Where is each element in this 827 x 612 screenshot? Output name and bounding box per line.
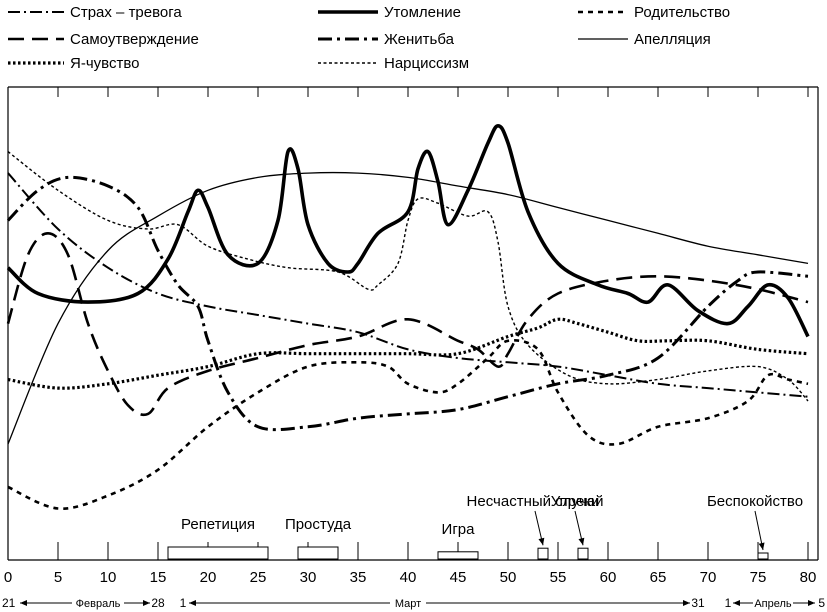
event-label: Игра [442, 521, 476, 538]
legend-item-родительство: Родительство [578, 4, 730, 21]
date-arrow-head-left [189, 600, 196, 606]
x-axis: 0 5 10 15 20 25 30 35 40 45 50 55 60 65 70 75 80 [4, 569, 817, 586]
x-tick-label: 25 [250, 569, 267, 586]
date-arrow-apr-right [793, 600, 815, 606]
x-tick-label: 80 [800, 569, 817, 586]
date-label: Апрель [754, 598, 792, 610]
legend-item-женитьба: Женитьба [318, 31, 455, 48]
event-беспокойство: Беспокойство [707, 493, 803, 560]
x-tick-label: 30 [300, 569, 317, 586]
date-arrow-feb-right [124, 600, 150, 606]
series-line-нарциссизм [7, 151, 809, 402]
event-box [167, 546, 269, 560]
event-box [757, 552, 769, 560]
legend-label: Женитьба [384, 31, 455, 48]
legend-item-страх-тревога: Страх – тревога [8, 4, 182, 21]
event-репетиция: Репетиция [167, 516, 269, 560]
date-label: 21 [2, 596, 16, 610]
event-arrow-head [578, 537, 585, 546]
event-label: Упреки [551, 493, 600, 510]
x-tick-label: 0 [4, 569, 12, 586]
legend-label: Самоутверждение [70, 31, 199, 48]
legend-label: Страх – тревога [70, 4, 182, 21]
series-line-страх-тревога [7, 172, 809, 398]
date-label: 1 [180, 596, 187, 610]
legend-label: Утомление [384, 4, 461, 21]
date-label: Март [395, 598, 421, 610]
date-arrow-mar-right [426, 600, 690, 606]
event-игра: Игра [437, 521, 479, 560]
date-arrow-head-left [733, 600, 740, 606]
series-line-родительство [7, 339, 809, 510]
series-line-я-чувство [7, 317, 809, 390]
x-tick-label: 15 [150, 569, 167, 586]
date-arrow-head-left [20, 600, 27, 606]
legend-item-утомление: Утомление [318, 4, 461, 21]
event-arrow-head [538, 537, 545, 546]
x-tick-label: 40 [400, 569, 417, 586]
legend-label: Родительство [634, 4, 730, 21]
date-arrow-apr-left [733, 600, 753, 606]
plot-area [6, 86, 819, 561]
legend-item-самоутверждение: Самоутверждение [8, 31, 199, 48]
legend-label: Нарциссизм [384, 55, 469, 72]
date-arrow-head-right [683, 600, 690, 606]
event-label: Беспокойство [707, 493, 803, 510]
date-arrow-feb-left [20, 600, 72, 606]
event-arrow-head [758, 542, 765, 550]
legend-item-я-чувство: Я-чувство [8, 55, 139, 72]
date-arrow-head-right [808, 600, 815, 606]
event-box [297, 546, 339, 560]
event-box [577, 547, 589, 560]
event-несчастный-случай: Несчастный случай [467, 493, 604, 560]
series-line-самоутверждение [6, 232, 809, 417]
event-label: Репетиция [181, 516, 255, 533]
x-tick-label: 45 [450, 569, 467, 586]
x-tick-label: 20 [200, 569, 217, 586]
date-label: 28 [151, 596, 165, 610]
x-tick-label: 60 [600, 569, 617, 586]
event-box [537, 547, 549, 560]
event-label: Несчастный случай [467, 493, 604, 510]
x-tick-label: 10 [100, 569, 117, 586]
date-label: 31 [691, 596, 705, 610]
x-tick-label: 70 [700, 569, 717, 586]
series-line-утомление [6, 124, 810, 338]
x-tick-label: 35 [350, 569, 367, 586]
event-label: Простуда [285, 516, 352, 533]
legend-item-апелляция: Апелляция [578, 31, 711, 48]
x-tick-label: 55 [550, 569, 567, 586]
date-arrow-head-right [143, 600, 150, 606]
date-label: 5 [818, 596, 825, 610]
date-label: 1 [725, 596, 732, 610]
date-label: Февраль [76, 598, 121, 610]
x-tick-label: 5 [54, 569, 62, 586]
legend-label: Апелляция [634, 31, 711, 48]
legend: Страх – тревога Самоутверждение Я-чувство У… [8, 4, 730, 72]
event-простуда: Простуда [285, 516, 352, 560]
x-tick-label: 65 [650, 569, 667, 586]
event-box [437, 551, 479, 560]
x-tick-label: 50 [500, 569, 517, 586]
series-line-апелляция [7, 171, 809, 445]
legend-item-нарциссизм: Нарциссизм [318, 55, 469, 72]
event-упреки: Упреки [551, 493, 600, 560]
date-arrow-mar-left [189, 600, 390, 606]
event-strip: Репетиция Простуда Игра Несчастный случайУп… [167, 493, 803, 560]
date-axis: 21 Февраль 28 1 Март 31 1 Апрель 5 [2, 596, 825, 610]
legend-label: Я-чувство [70, 55, 139, 72]
x-tick-label: 75 [750, 569, 767, 586]
